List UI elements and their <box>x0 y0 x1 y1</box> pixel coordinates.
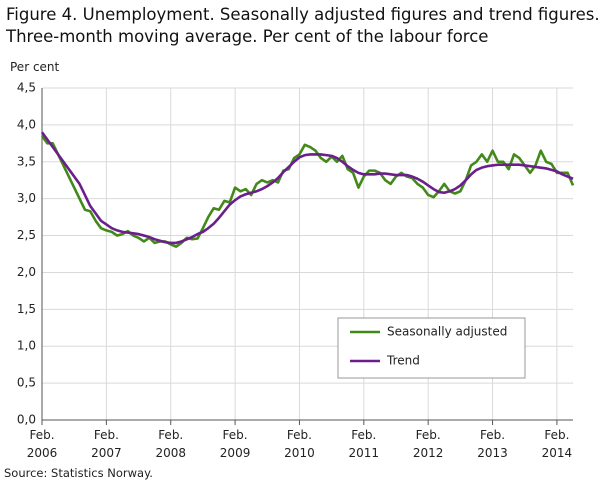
x-tick-label: Feb. 2014 <box>541 428 573 460</box>
x-tick-label: Feb. 2007 <box>91 428 122 460</box>
y-tick-label: 3,0 <box>17 191 36 205</box>
x-tick-label: Feb. 2009 <box>219 428 251 460</box>
chart-title: Figure 4. Unemployment. Seasonally adjus… <box>6 5 600 46</box>
legend-label: Trend <box>386 354 420 368</box>
x-tick-label: Feb. 2006 <box>26 428 58 460</box>
y-axis-label: Per cent <box>10 60 60 74</box>
x-tick-label: Feb. 2011 <box>348 428 380 460</box>
series-line <box>40 135 575 248</box>
y-tick-label: 3,5 <box>17 154 36 168</box>
y-tick-label: 0,0 <box>17 413 36 427</box>
y-tick-label: 2,0 <box>17 265 36 279</box>
x-tick-label: Feb. 2013 <box>477 428 508 460</box>
legend-label: Seasonally adjusted <box>387 325 507 339</box>
y-tick-label: 1,0 <box>17 339 36 353</box>
x-tick-label: Feb. 2012 <box>412 428 444 460</box>
y-tick-label: 4,0 <box>17 117 36 131</box>
x-tick-label: Feb. 2008 <box>155 428 186 460</box>
y-tick-label: 4,5 <box>17 81 36 95</box>
y-tick-label: 0,5 <box>17 376 36 390</box>
y-tick-label: 1,5 <box>17 302 36 316</box>
series-line <box>40 131 574 245</box>
x-tick-label: Feb. 2010 <box>284 428 315 460</box>
y-tick-label: 2,5 <box>17 228 36 242</box>
legend-box <box>337 317 526 379</box>
source: Source: Statistics Norway. <box>4 466 153 480</box>
